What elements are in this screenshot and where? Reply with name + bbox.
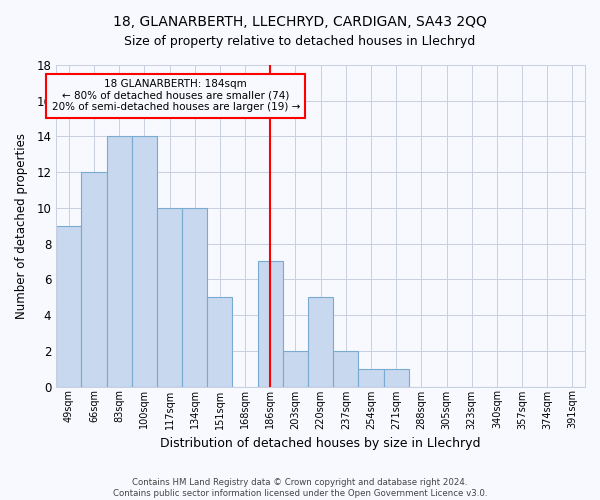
Text: Contains HM Land Registry data © Crown copyright and database right 2024.
Contai: Contains HM Land Registry data © Crown c… [113, 478, 487, 498]
Bar [132, 136, 157, 386]
X-axis label: Distribution of detached houses by size in Llechryd: Distribution of detached houses by size … [160, 437, 481, 450]
Bar [56, 226, 82, 386]
Bar [383, 368, 409, 386]
Bar [333, 351, 358, 386]
Bar [283, 351, 308, 386]
Text: 18, GLANARBERTH, LLECHRYD, CARDIGAN, SA43 2QQ: 18, GLANARBERTH, LLECHRYD, CARDIGAN, SA4… [113, 15, 487, 29]
Bar [308, 297, 333, 386]
Bar [207, 297, 232, 386]
Text: 18 GLANARBERTH: 184sqm
← 80% of detached houses are smaller (74)
20% of semi-det: 18 GLANARBERTH: 184sqm ← 80% of detached… [52, 80, 300, 112]
Bar [82, 172, 107, 386]
Bar [107, 136, 132, 386]
Bar [257, 262, 283, 386]
Bar [157, 208, 182, 386]
Text: Size of property relative to detached houses in Llechryd: Size of property relative to detached ho… [124, 35, 476, 48]
Bar [358, 368, 383, 386]
Y-axis label: Number of detached properties: Number of detached properties [15, 133, 28, 319]
Bar [182, 208, 207, 386]
